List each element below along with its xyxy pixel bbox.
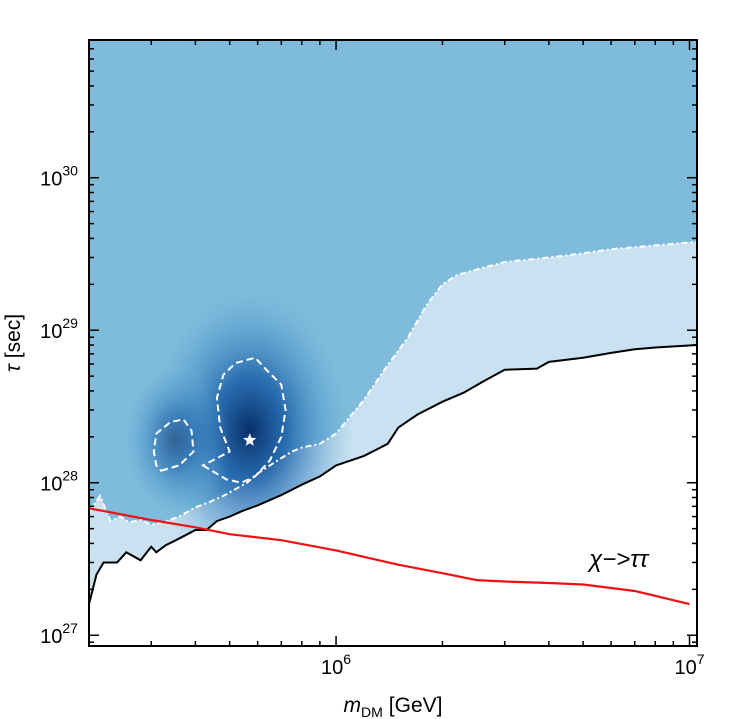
annotation-channel: χ−>ττ bbox=[587, 546, 650, 573]
y-tick-label-base: 10 bbox=[40, 474, 62, 496]
y-tick-label-base: 10 bbox=[40, 321, 62, 343]
dashed-sensitivity-line bbox=[89, 240, 697, 526]
y-tick-label: 1028 bbox=[40, 468, 78, 496]
x-tick-label: 107 bbox=[674, 651, 704, 679]
x-tick-label-exp: 6 bbox=[343, 651, 351, 667]
x-tick-label: 106 bbox=[321, 651, 351, 679]
x-axis-label-unit: [GeV] bbox=[389, 694, 443, 717]
y-tick-label: 1027 bbox=[40, 620, 78, 648]
lower-limit-line bbox=[89, 344, 697, 605]
x-axis-label-base: m bbox=[344, 694, 362, 717]
plot-frame bbox=[88, 39, 698, 647]
y-tick-label-exp: 28 bbox=[62, 468, 78, 484]
contour-small bbox=[152, 418, 195, 472]
y-tick-label-exp: 27 bbox=[62, 620, 78, 636]
y-axis-label-symbol: τ bbox=[2, 363, 25, 372]
x-axis-label-subscript: DM bbox=[361, 704, 383, 719]
y-tick-label-exp: 29 bbox=[62, 315, 78, 331]
y-tick-label-base: 10 bbox=[40, 626, 62, 648]
channel-line-tautau bbox=[89, 507, 690, 606]
y-tick-label-exp: 30 bbox=[62, 163, 78, 179]
x-ticks: 106 107 bbox=[88, 40, 705, 679]
heatmap-hotspot-secondary bbox=[119, 360, 230, 521]
y-axis-label-unit: [sec] bbox=[2, 314, 25, 358]
contour-large bbox=[200, 356, 287, 484]
y-tick-label: 1030 bbox=[40, 163, 78, 191]
series-layer bbox=[89, 240, 697, 606]
x-tick-label-base: 10 bbox=[674, 657, 696, 679]
y-axis-label: τ [sec] bbox=[2, 314, 25, 372]
heatmap-fade-band bbox=[89, 241, 697, 605]
y-tick-label-base: 10 bbox=[40, 169, 62, 191]
best-fit-star bbox=[243, 433, 257, 446]
x-axis-label: mDM [GeV] bbox=[344, 694, 443, 719]
y-tick-label: 1029 bbox=[40, 315, 78, 343]
heatmap-excluded-region bbox=[89, 345, 697, 646]
heatmap-layer bbox=[89, 40, 697, 646]
x-tick-label-base: 10 bbox=[321, 657, 343, 679]
x-tick-label-exp: 7 bbox=[697, 651, 705, 667]
